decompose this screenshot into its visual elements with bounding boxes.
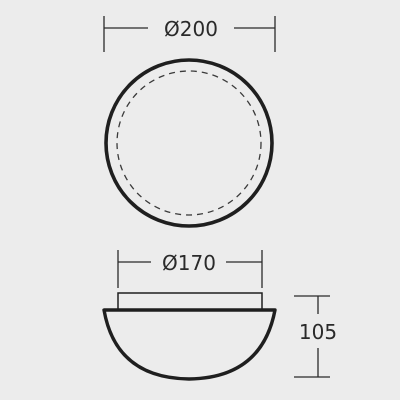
inner-dashed-circle bbox=[116, 70, 262, 216]
side-view: Ø170 105 bbox=[102, 250, 337, 381]
height-dimension bbox=[294, 295, 330, 378]
base-diameter-label: Ø170 bbox=[162, 251, 216, 275]
dome-shade bbox=[102, 308, 277, 381]
top-view: Ø200 bbox=[103, 16, 276, 228]
outer-diameter-dimension bbox=[103, 16, 276, 52]
base-diameter-dimension bbox=[117, 250, 263, 288]
outer-circle bbox=[104, 58, 274, 228]
height-label: 105 bbox=[299, 320, 337, 344]
mounting-base bbox=[117, 292, 263, 311]
outer-diameter-label: Ø200 bbox=[164, 17, 218, 41]
